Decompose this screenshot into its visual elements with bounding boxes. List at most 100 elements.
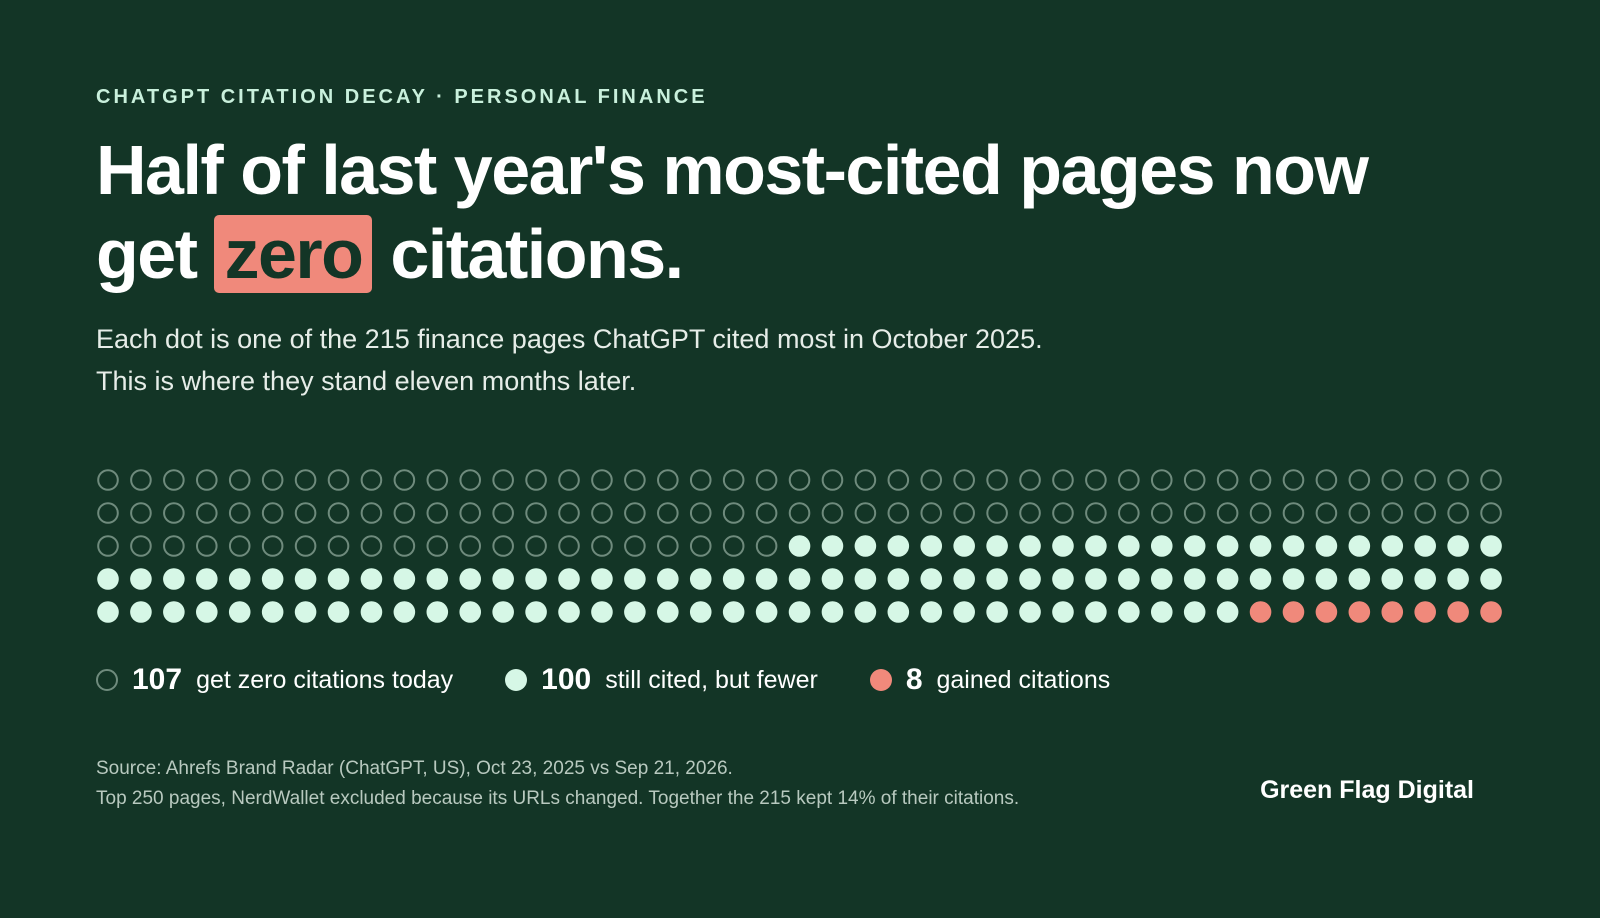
dot-zero <box>525 502 547 524</box>
headline-part2: citations. <box>372 215 684 293</box>
dot-fewer <box>97 601 119 623</box>
headline-part1: Half of last year's most-cited pages now… <box>96 131 1369 293</box>
dot-fewer <box>1480 535 1502 557</box>
dot-fewer <box>1315 568 1338 590</box>
dot-fewer <box>591 601 613 623</box>
dot-zero <box>722 502 745 524</box>
dot-zero <box>1019 502 1041 524</box>
dot-fewer <box>558 601 580 623</box>
dot-zero <box>492 535 514 557</box>
dot-zero <box>1150 469 1173 491</box>
dot-fewer <box>821 535 844 557</box>
dot-zero <box>1414 502 1436 524</box>
dot-fewer <box>1183 535 1206 557</box>
dot-fewer <box>1052 535 1074 557</box>
dot-fewer <box>360 568 383 590</box>
dot-fewer <box>755 568 778 590</box>
dot-zero <box>657 469 679 491</box>
dot-fewer <box>887 601 910 623</box>
dot-fewer <box>1414 535 1436 557</box>
dot-fewer <box>130 568 152 590</box>
legend-item-fewer: 100 still cited, but fewer <box>505 663 818 697</box>
dot-gained <box>1282 601 1305 623</box>
source-line-2: Top 250 pages, NerdWallet excluded becau… <box>96 788 1020 809</box>
dot-zero <box>261 535 284 557</box>
dot-zero <box>97 469 119 491</box>
dot-fewer <box>920 568 943 590</box>
dot-zero <box>1315 469 1338 491</box>
dot-fewer <box>492 601 514 623</box>
dot-fewer <box>624 601 646 623</box>
dot-zero <box>163 469 185 491</box>
dot-zero <box>657 535 679 557</box>
dot-zero <box>591 535 613 557</box>
dot-fewer <box>294 601 317 623</box>
dot-zero <box>1216 469 1239 491</box>
dot-fewer <box>163 568 185 590</box>
subtitle-line-2: This is where they stand eleven months l… <box>96 366 637 396</box>
dot-fewer <box>624 568 646 590</box>
headline: Half of last year's most-cited pages now… <box>96 128 1476 296</box>
dot-zero <box>821 502 844 524</box>
dot-zero <box>1348 469 1371 491</box>
dot-zero <box>459 502 482 524</box>
dot-zero <box>1052 469 1074 491</box>
dot-fewer <box>558 568 580 590</box>
dot-fewer <box>525 601 547 623</box>
dot-zero <box>492 502 514 524</box>
dot-zero <box>492 469 514 491</box>
dot-fewer <box>755 601 778 623</box>
dot-fewer <box>657 568 679 590</box>
dot-fewer <box>854 535 877 557</box>
dot-fewer <box>426 601 449 623</box>
legend-item-gained: 8 gained citations <box>869 663 1110 697</box>
dot-gained <box>1315 601 1338 623</box>
dot-fewer <box>294 568 317 590</box>
dot-zero <box>591 469 613 491</box>
dot-zero <box>360 502 383 524</box>
dot-zero <box>953 469 975 491</box>
dot-fewer <box>1216 568 1239 590</box>
dot-fewer <box>854 568 877 590</box>
dot-zero <box>1216 502 1239 524</box>
dot-zero <box>986 469 1008 491</box>
dot-zero <box>1085 502 1107 524</box>
dot-zero <box>360 535 383 557</box>
dot-fewer <box>854 601 877 623</box>
subtitle-line-1: Each dot is one of the 215 finance pages… <box>96 324 1043 354</box>
dot-zero <box>459 469 482 491</box>
dot-fewer <box>393 568 416 590</box>
dot-zero <box>97 502 119 524</box>
dot-fewer <box>1348 535 1371 557</box>
dot-zero <box>525 469 547 491</box>
dot-zero <box>195 469 218 491</box>
dot-zero <box>689 535 712 557</box>
dot-fewer <box>459 568 482 590</box>
dot-zero <box>327 469 350 491</box>
dot-zero <box>1480 469 1502 491</box>
dot-zero <box>327 502 350 524</box>
dot-fewer <box>788 568 811 590</box>
legend-count-zero: 107 <box>132 663 183 696</box>
dot-fewer <box>1118 535 1140 557</box>
dot-fewer <box>1414 568 1436 590</box>
dot-fewer <box>953 535 975 557</box>
dot-zero <box>393 502 416 524</box>
dot-zero <box>163 535 185 557</box>
dot-zero <box>1447 502 1469 524</box>
dot-zero <box>722 469 745 491</box>
dot-zero <box>722 535 745 557</box>
legend-swatch-zero <box>96 669 118 691</box>
dot-fewer <box>591 568 613 590</box>
dot-fewer <box>1150 568 1173 590</box>
dot-fewer <box>986 535 1008 557</box>
dot-zero <box>130 469 152 491</box>
dot-fewer <box>1249 568 1272 590</box>
dot-zero <box>426 502 449 524</box>
dot-fewer <box>1085 535 1107 557</box>
dot-gained <box>1447 601 1469 623</box>
dot-zero <box>294 502 317 524</box>
dot-zero <box>1118 502 1140 524</box>
dot-fewer <box>788 535 811 557</box>
